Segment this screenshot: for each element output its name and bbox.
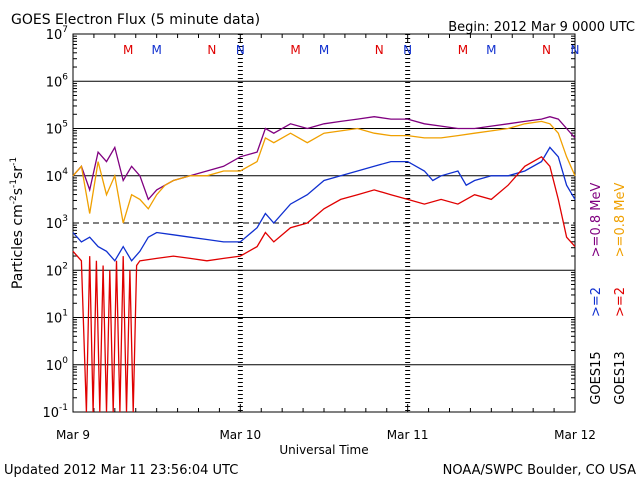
legend-label: GOES15 [589, 351, 604, 404]
series-line [72, 120, 576, 224]
y-tick-label: 102 [46, 261, 68, 279]
legend-label: GOES13 [613, 351, 628, 404]
begin-date: Begin: 2012 Mar 9 0000 UTC [448, 20, 635, 35]
credit-label: NOAA/SWPC Boulder, CO USA [443, 463, 636, 478]
y-axis-label: Particles cm-2s-1sr-1 [9, 157, 26, 289]
y-tick-label: 107 [46, 25, 68, 43]
x-axis-label: Universal Time [279, 443, 368, 457]
x-axis-tick-labels: Mar 9 Mar 10 Mar 11 Mar 12 [56, 428, 596, 442]
y-tick-label: 103 [46, 214, 68, 232]
y-tick-label: 101 [46, 309, 68, 327]
orbit-marker: M [486, 43, 496, 57]
orbit-marker: M [458, 43, 468, 57]
orbit-marker: N [403, 43, 412, 57]
y-axis-tick-labels: 10-1 100 101 102 103 104 105 106 107 [42, 25, 68, 421]
legend-label: >=2 [589, 287, 604, 317]
series-line [72, 116, 576, 201]
orbit-marker: M [290, 43, 300, 57]
series-layer [72, 116, 576, 413]
y-tick-label: 105 [46, 120, 68, 138]
series-line [72, 146, 576, 262]
orbit-marker: N [571, 43, 580, 57]
y-tick-label: 106 [46, 72, 69, 90]
orbit-marker: M [123, 43, 133, 57]
legend-label: >=0.8 MeV [613, 183, 628, 258]
x-tick-label: Mar 10 [219, 428, 261, 442]
orbit-marker: N [236, 43, 245, 57]
x-tick-label: Mar 9 [56, 428, 90, 442]
x-tick-label: Mar 12 [554, 428, 596, 442]
x-tick-label: Mar 11 [387, 428, 429, 442]
updated-timestamp: Updated 2012 Mar 11 23:56:04 UTC [4, 463, 238, 478]
right-legend-labels: >=0.8 MeV >=0.8 MeV >=2 >=2 GOES15 GOES13 [589, 183, 628, 405]
y-tick-label: 104 [46, 167, 69, 185]
series-line [72, 155, 576, 413]
orbit-marker: N [207, 43, 216, 57]
y-tick-label: 100 [46, 356, 69, 374]
day-dividers [72, 34, 576, 412]
orbit-marker: M [151, 43, 161, 57]
orbit-marker: M [319, 43, 329, 57]
y-tick-label: 10-1 [42, 403, 68, 421]
orbit-marker: N [542, 43, 551, 57]
legend-label: >=0.8 MeV [589, 183, 604, 258]
chart-title: GOES Electron Flux (5 minute data) [11, 12, 260, 28]
orbit-marker: N [375, 43, 384, 57]
gridlines [73, 35, 575, 399]
legend-label: >=2 [613, 287, 628, 317]
